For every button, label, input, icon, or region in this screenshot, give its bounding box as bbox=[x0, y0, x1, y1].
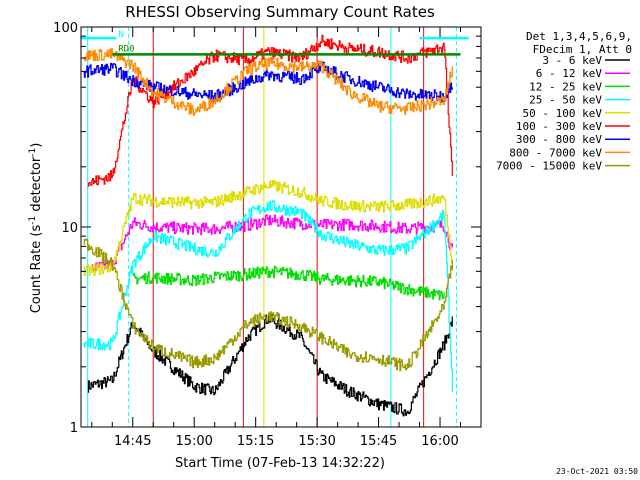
series-line-9 bbox=[83, 238, 453, 372]
saa-flag-label: N bbox=[118, 30, 123, 40]
generation-timestamp: 23-Oct-2021 03:50 bbox=[556, 467, 638, 476]
night-flag-label: RD0 bbox=[118, 44, 134, 54]
legend-label-9: 7000 - 15000 keV bbox=[496, 160, 602, 173]
legend-header-line-2: FDecim 1, Att 0 bbox=[533, 43, 632, 56]
x-tick-label: 15:30 bbox=[298, 434, 335, 449]
legend-label-8: 800 - 7000 keV bbox=[509, 146, 602, 159]
y-axis-label: Count Rate (s-1 detector-1) bbox=[28, 143, 44, 314]
legend-label-2: 6 - 12 keV bbox=[536, 67, 603, 80]
x-tick-label: 16:00 bbox=[421, 434, 458, 449]
series-line-2 bbox=[91, 214, 453, 272]
chart-title: RHESSI Observing Summary Count Rates bbox=[125, 3, 435, 21]
legend-label-7: 300 - 800 keV bbox=[516, 133, 602, 146]
series-line-8 bbox=[83, 48, 453, 116]
series-line-5 bbox=[83, 179, 453, 277]
series-line-4 bbox=[83, 200, 453, 393]
legend-label-6: 100 - 300 keV bbox=[516, 120, 602, 133]
y-axis: 1 10 100 bbox=[53, 21, 481, 436]
series-line-3 bbox=[132, 265, 445, 301]
legend-label-1: 3 - 6 keV bbox=[542, 54, 602, 67]
x-tick-label: 15:45 bbox=[360, 434, 397, 449]
x-tick-label: 14:45 bbox=[114, 434, 151, 449]
x-tick-label: 15:00 bbox=[175, 434, 212, 449]
x-axis-label: Start Time (07-Feb-13 14:32:22) bbox=[175, 456, 385, 471]
legend-label-4: 25 - 50 keV bbox=[529, 94, 602, 107]
y-tick-label: 1 bbox=[70, 421, 78, 436]
legend-header-line-1: Det 1,3,4,5,6,9, bbox=[526, 30, 632, 43]
legend: Det 1,3,4,5,6,9, FDecim 1, Att 0 3 - 6 k… bbox=[496, 30, 632, 173]
x-tick-label: 15:15 bbox=[237, 434, 274, 449]
legend-label-3: 12 - 25 keV bbox=[529, 80, 602, 93]
y-tick-label: 100 bbox=[53, 21, 78, 36]
x-axis: 14:45 15:00 15:15 15:30 15:45 16:00 bbox=[91, 27, 482, 449]
status-flags: N RD0 bbox=[81, 30, 469, 56]
legend-label-5: 50 - 100 keV bbox=[523, 107, 603, 120]
y-tick-label: 10 bbox=[61, 221, 78, 236]
series-group bbox=[83, 34, 453, 417]
